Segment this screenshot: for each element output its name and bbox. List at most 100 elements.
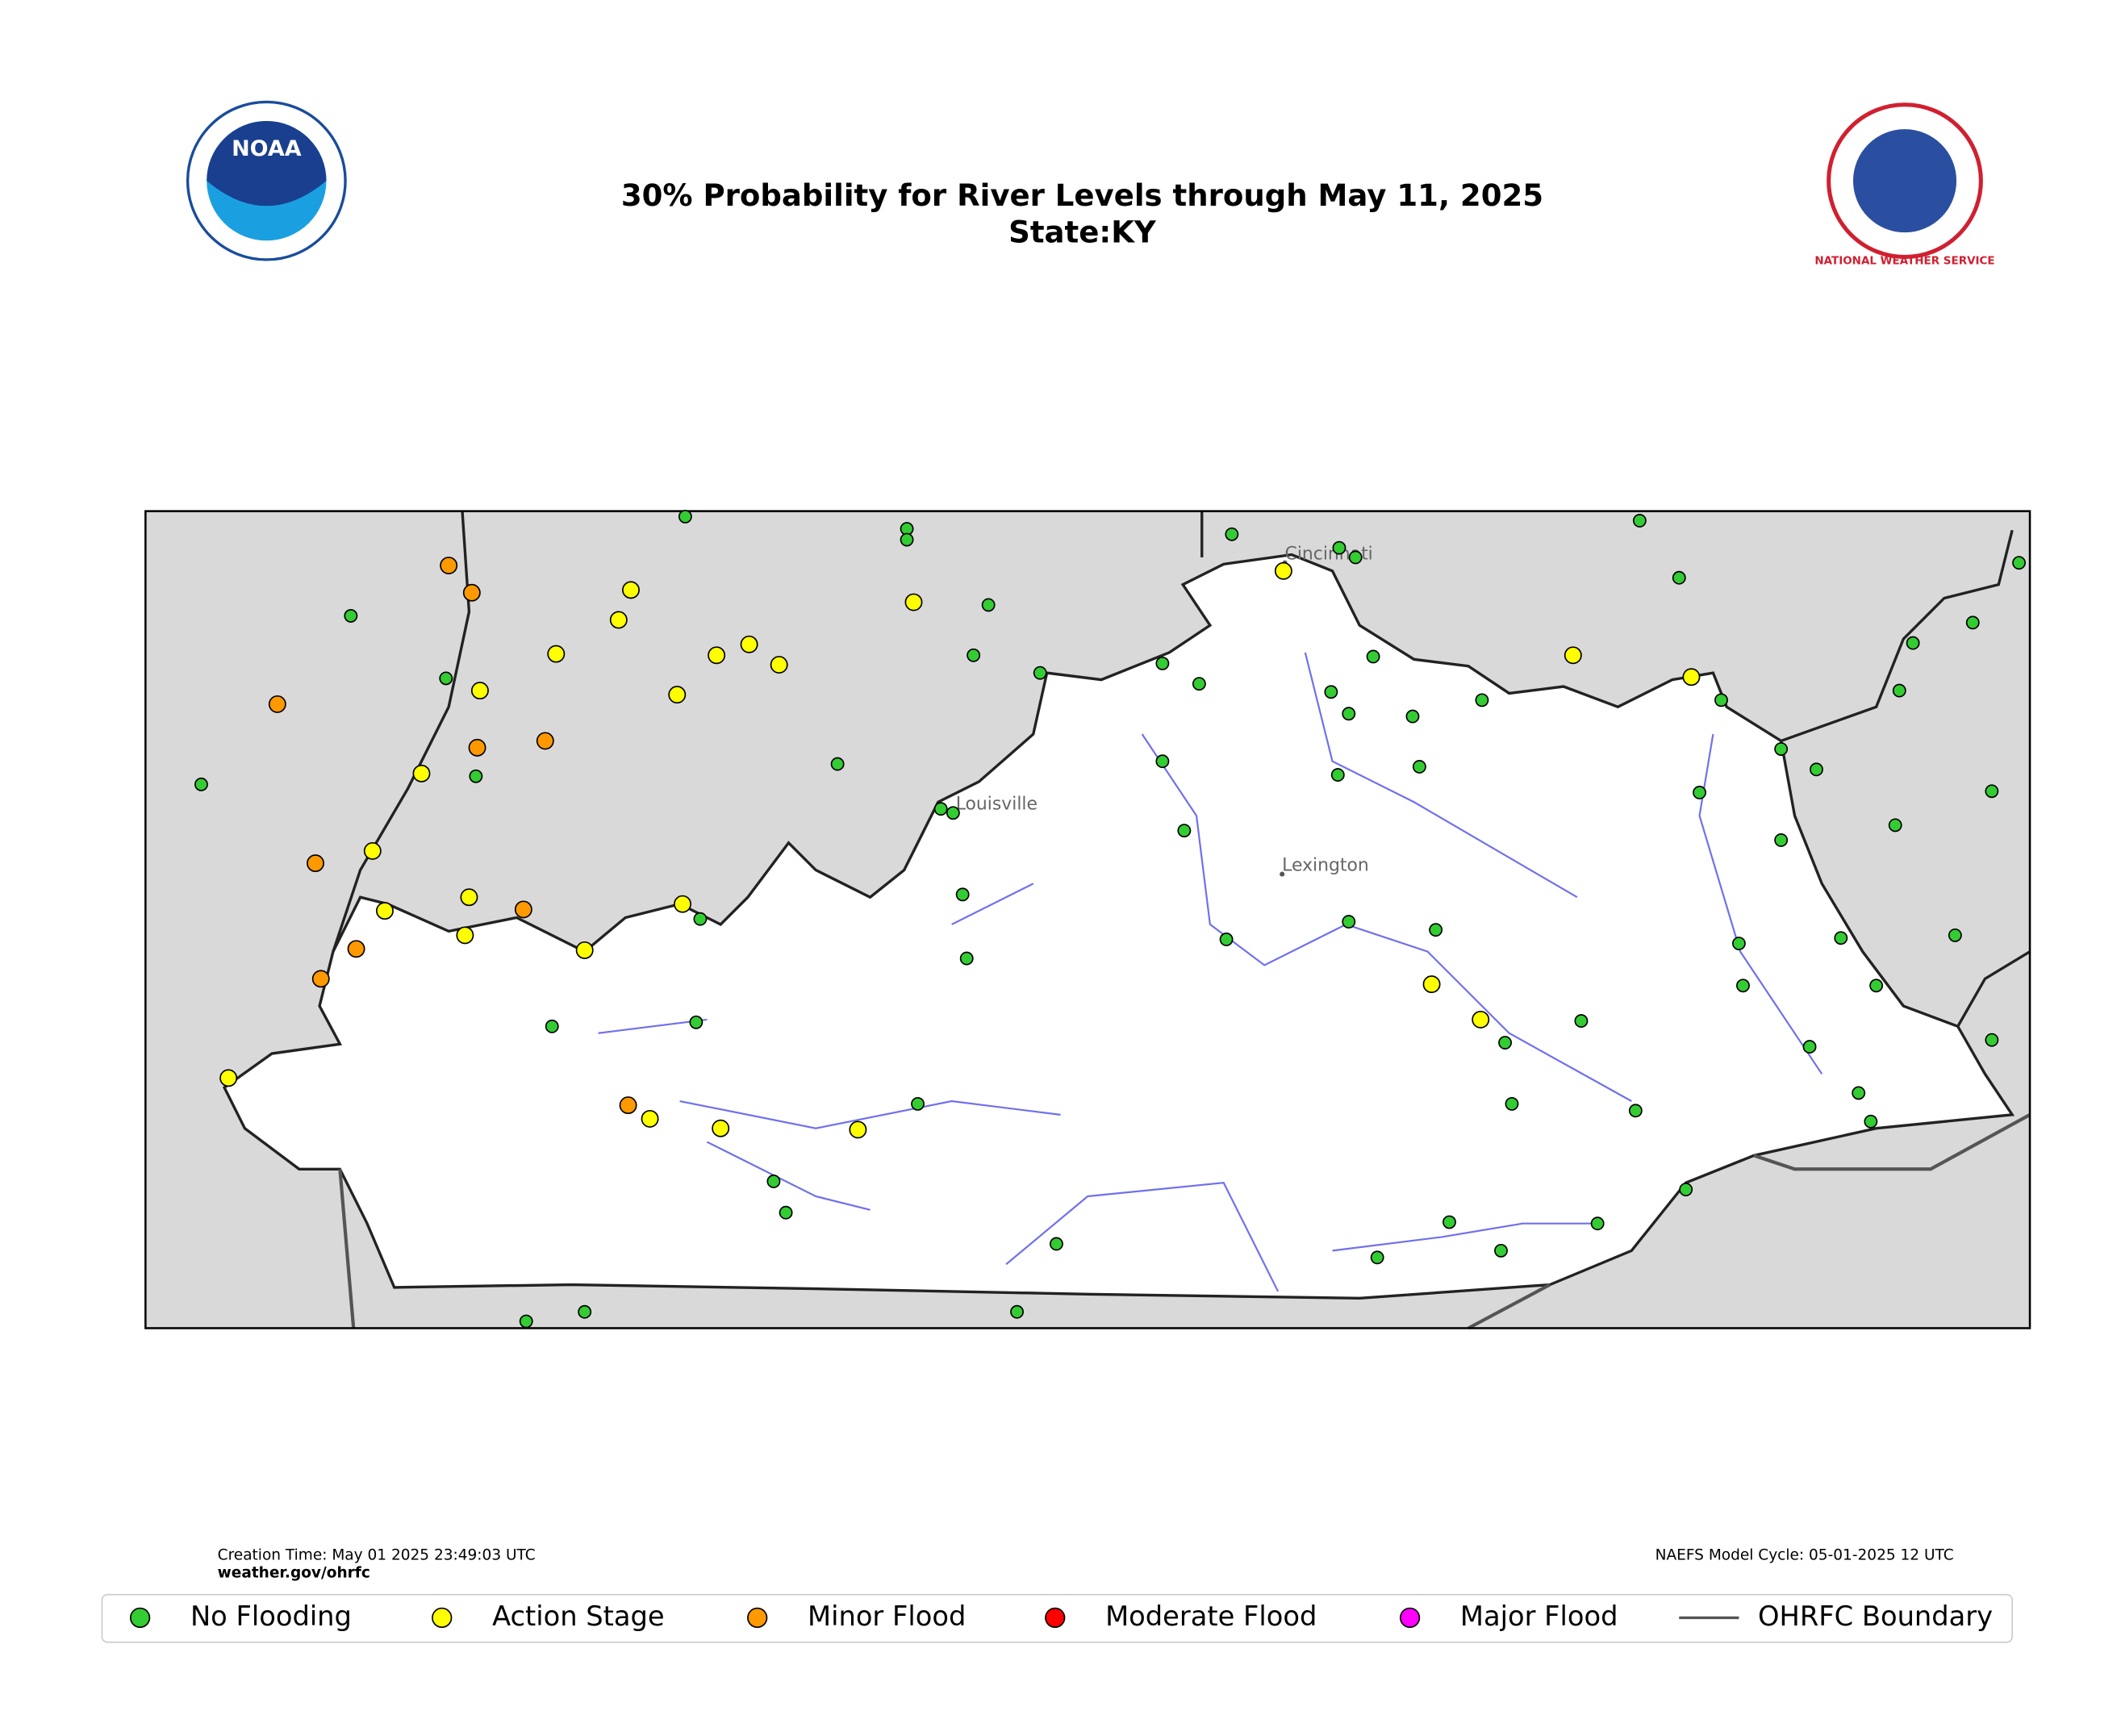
legend-item: Major Flood [1399,1600,1618,1632]
gauge [770,656,788,674]
noaa-logo: NOAA [186,100,347,261]
ohrfc-boundary [338,1113,2031,1330]
gauge [911,1096,925,1111]
gauge [1672,570,1686,585]
legend-marker [1045,1607,1066,1629]
legend-label: OHRFC Boundary [1758,1600,1993,1632]
gauge [1472,1010,1490,1029]
gauge [1370,1250,1384,1265]
gauge [619,1096,637,1115]
gauge [469,769,483,783]
gauge [830,757,845,771]
gauge [1852,1086,1866,1100]
gauge [959,951,974,966]
model-cycle: NAEFS Model Cycle: 05-01-2025 12 UTC [1655,1546,1954,1563]
legend-item: Minor Flood [747,1600,966,1632]
gauge [1679,1183,1693,1196]
logo-text: NATIONAL WEATHER SERVICE [1814,255,1994,268]
gauge [1892,683,1906,698]
gauge [981,598,996,612]
gauge [712,1119,730,1137]
gauge [307,854,324,873]
gauge [1422,975,1441,994]
gauge [470,682,489,700]
city-label: Lexington [1282,855,1369,875]
gauge [456,926,474,945]
gauge [946,806,960,820]
legend-item: OHRFC Boundary [1679,1600,1993,1632]
gauge [955,887,970,902]
gauge [967,648,981,662]
source: weather.gov/ohrfc [218,1564,370,1581]
gauge [1888,818,1902,833]
gauge [347,940,365,958]
gauge [1736,979,1750,993]
gauge [1985,1033,1999,1047]
city-dot [1280,871,1285,877]
logo-text: NOAA [232,136,302,161]
gauge [1324,685,1338,699]
map-frame [144,510,2031,1329]
gauge [1965,616,1980,630]
legend-marker [747,1607,768,1629]
river [598,652,1823,1292]
gauge [609,611,628,629]
gauge [1774,833,1789,847]
legend-marker [432,1607,453,1629]
logo-disc [1852,129,1957,233]
gauge [1443,1215,1456,1229]
gauge [622,581,640,599]
gauge [1010,1304,1024,1319]
gauge [1498,1036,1512,1050]
gauge [708,646,726,665]
gauge [1332,540,1347,555]
gauge [1632,514,1647,528]
gauge [514,900,532,919]
gauge [1225,527,1239,541]
gauge [1985,784,1999,799]
gauge [1810,762,1823,777]
gauge [1405,709,1420,724]
gauge [904,593,923,611]
gauge [1628,1104,1643,1118]
gauge [1948,928,1962,942]
legend-item: Action Stage [432,1600,665,1632]
gauge [462,583,481,602]
gauge [2012,556,2026,570]
legend-marker [129,1607,151,1629]
state-border [1781,529,2014,743]
gauge [674,895,691,913]
gauge [849,1120,867,1139]
legend-label: Minor Flood [808,1600,966,1632]
gauge [1274,561,1292,580]
gauge [1155,754,1170,769]
gauge [1682,668,1701,686]
gauge [547,645,566,663]
subtitle: State:KY [1008,215,1157,249]
gauge [693,912,708,926]
legend-label: No Flooding [190,1600,352,1632]
gauge [194,777,208,791]
gauge [268,695,286,713]
gauge [376,902,394,920]
gauge [1475,693,1489,707]
gauge [1366,649,1380,664]
footer: Creation Time: May 01 2025 23:49:03 UTC … [218,1546,1954,1581]
gauge [1714,693,1728,707]
gauge [1494,1243,1508,1258]
gauge [668,686,687,704]
gauge [545,1019,559,1033]
gauge [460,888,478,907]
gauge [1219,933,1234,946]
gauge [1050,1237,1063,1251]
gauge [1802,1040,1817,1054]
gauge [412,764,431,782]
gauge [1864,1114,1878,1129]
gauge [311,970,330,988]
gauge [689,1015,704,1029]
legend-item: Moderate Flood [1045,1600,1317,1632]
gauge [678,509,692,524]
gauge [1330,768,1345,782]
gauge [519,1314,533,1329]
